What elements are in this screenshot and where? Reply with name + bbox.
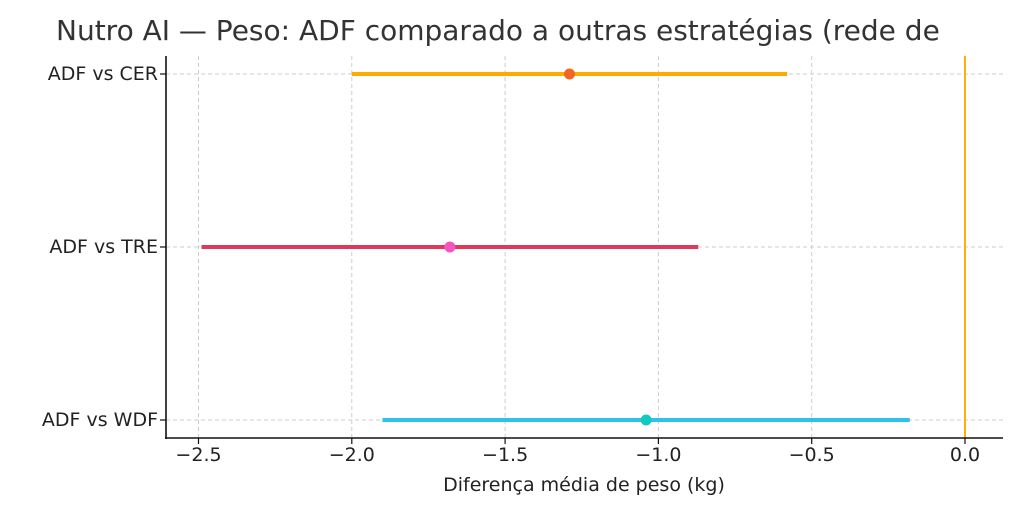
x-tick-label: −0.5: [788, 444, 835, 466]
y-tick-label: ADF vs CER: [47, 63, 158, 85]
y-tick-label: ADF vs TRE: [49, 236, 158, 258]
x-tick-label: −2.0: [328, 444, 375, 466]
y-tick-label: ADF vs WDF: [41, 409, 158, 431]
x-axis-label: Diferença média de peso (kg): [443, 474, 725, 496]
point-estimate-marker: [444, 241, 456, 253]
point-estimate-marker: [563, 68, 575, 80]
x-tick-label: −1.0: [635, 444, 682, 466]
x-tick-label: 0.0: [949, 444, 981, 466]
chart-title: Nutro AI — Peso: ADF comparado a outras …: [56, 14, 940, 47]
x-tick-label: −2.5: [175, 444, 222, 466]
point-estimate-marker: [640, 414, 652, 426]
x-tick-label: −1.5: [482, 444, 529, 466]
